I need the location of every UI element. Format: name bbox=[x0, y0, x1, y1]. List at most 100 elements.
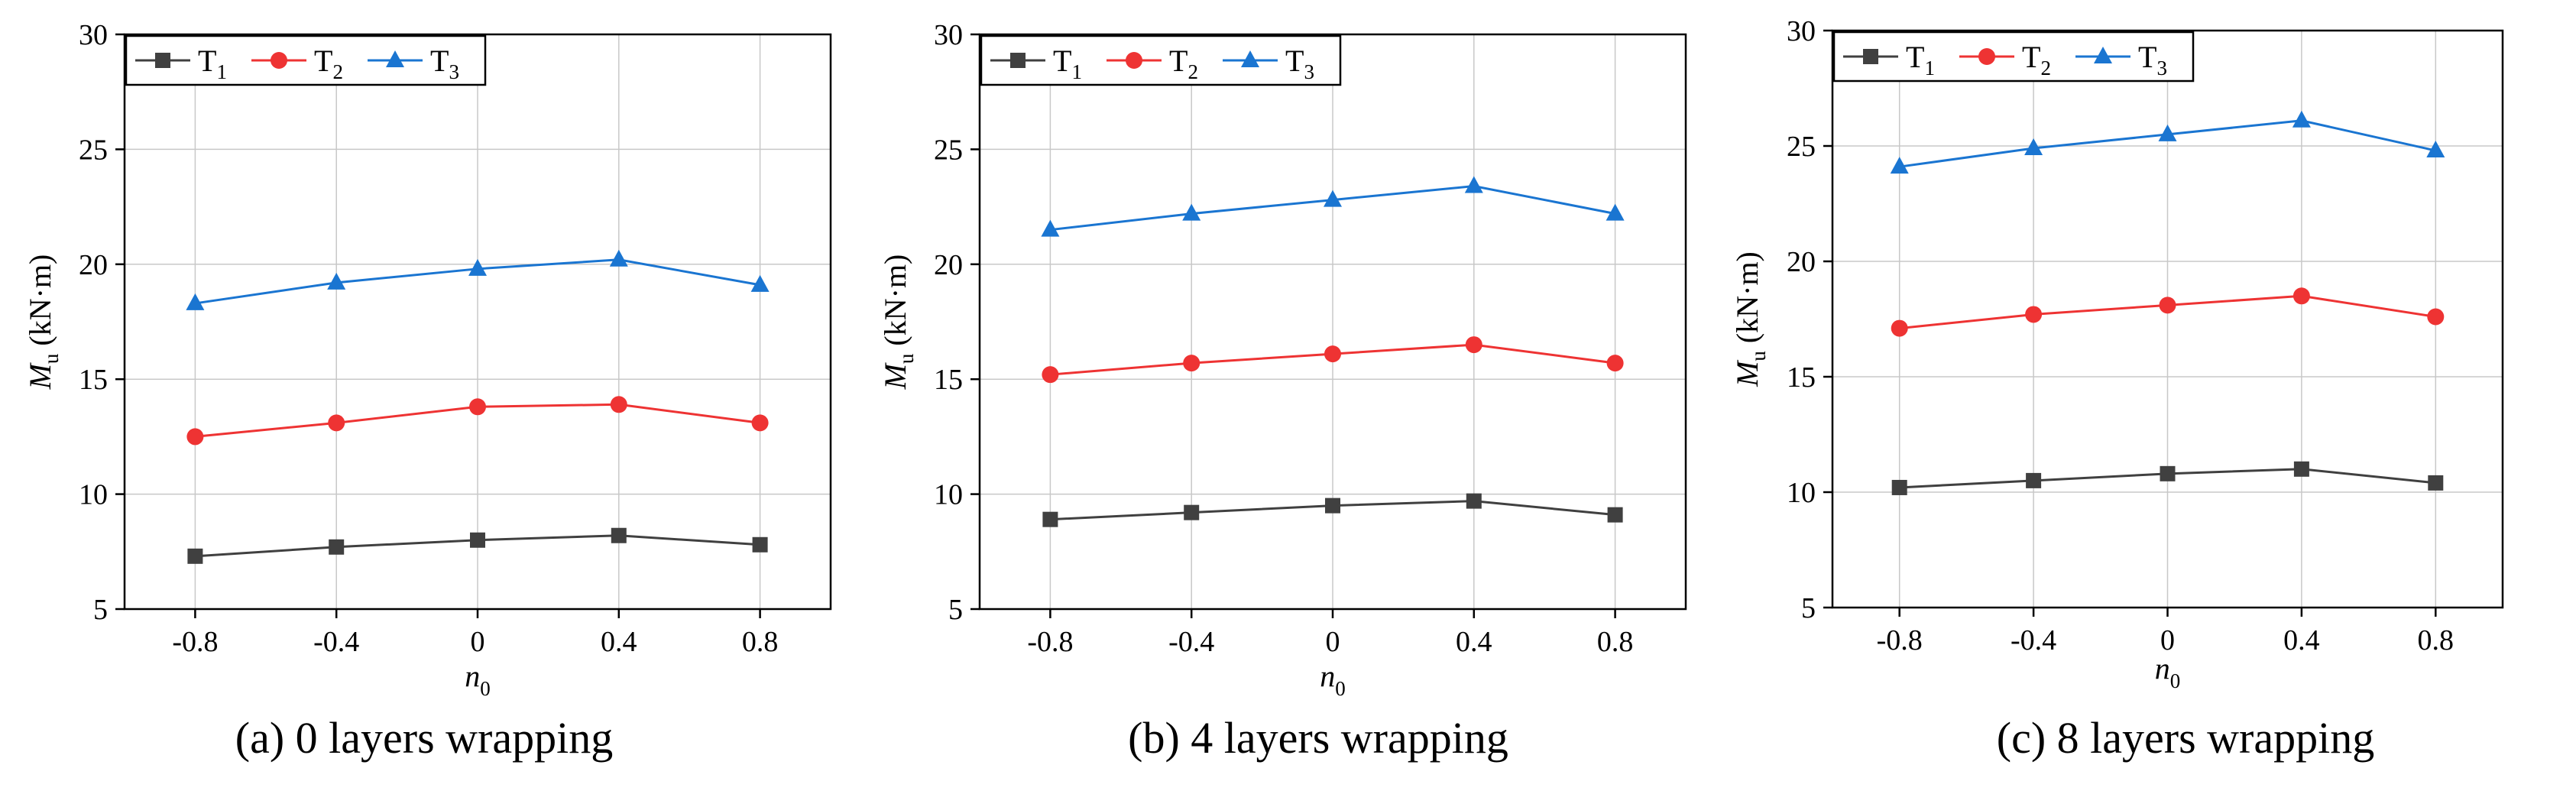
data-point-t3 bbox=[1464, 176, 1483, 193]
x-tick-label: 0.8 bbox=[2418, 624, 2454, 656]
data-point-t3 bbox=[609, 249, 628, 267]
data-point-t1 bbox=[2026, 472, 2042, 488]
x-tick-label: 0.8 bbox=[742, 626, 779, 658]
data-point-t3 bbox=[750, 274, 770, 292]
x-tick-label: 0.4 bbox=[601, 626, 637, 658]
data-point-t1 bbox=[2293, 461, 2309, 477]
data-point-t1 bbox=[329, 539, 345, 555]
data-point-t3 bbox=[2426, 141, 2445, 158]
x-tick-label: -0.8 bbox=[172, 626, 218, 658]
x-tick-label: -0.4 bbox=[2011, 624, 2056, 656]
legend-marker-t1 bbox=[1863, 49, 1878, 64]
y-tick-label: 30 bbox=[1787, 15, 1816, 47]
chart-panel-2: -0.8 -0.4 0 0.4 0.8 5 10 15 20 25 30 T1 T2 T3 n0 Mu (kN… bbox=[878, 19, 1687, 763]
x-tick-label: 0 bbox=[1326, 626, 1340, 658]
legend: T1 T2 T3 bbox=[125, 34, 487, 86]
data-point-t3 bbox=[1182, 203, 1201, 221]
chart-panel-1: -0.8 -0.4 0 0.4 0.8 5 10 15 20 25 30 T1 T2 T3 n0 Mu (kN… bbox=[23, 19, 832, 763]
data-point-t3 bbox=[468, 258, 487, 276]
y-tick-label: 20 bbox=[934, 249, 963, 281]
y-tick-label: 10 bbox=[79, 479, 108, 511]
data-point-t2 bbox=[1606, 355, 1624, 372]
data-point-t3 bbox=[327, 272, 346, 290]
data-point-t3 bbox=[186, 293, 205, 310]
data-point-t2 bbox=[2159, 297, 2176, 314]
legend-marker-t1 bbox=[155, 53, 170, 68]
y-tick-label: 5 bbox=[948, 594, 963, 626]
data-point-t2 bbox=[1891, 319, 1908, 337]
legend-label-t3: T3 bbox=[430, 44, 459, 83]
data-point-t3 bbox=[1324, 190, 1342, 207]
legend-marker-t2 bbox=[271, 52, 287, 69]
legend-label-t1: T1 bbox=[1053, 44, 1082, 83]
legend-label-t3: T3 bbox=[2138, 40, 2167, 79]
x-tick-label: 0 bbox=[471, 626, 485, 658]
legend-label-t1: T1 bbox=[198, 44, 227, 83]
data-point-t2 bbox=[610, 396, 627, 413]
data-point-t1 bbox=[752, 536, 768, 553]
y-tick-label: 10 bbox=[934, 479, 963, 511]
chart-caption: (b) 4 layers wrapping bbox=[1128, 713, 1508, 763]
y-tick-label: 15 bbox=[1787, 361, 1816, 394]
legend-label-t2: T2 bbox=[2022, 40, 2051, 79]
x-tick-label: 0.4 bbox=[2283, 624, 2320, 656]
chart-caption: (c) 8 layers wrapping bbox=[1997, 713, 2374, 763]
data-point-t1 bbox=[1325, 497, 1340, 514]
chart-panel-3: -0.8 -0.4 0 0.4 0.8 5 10 15 20 25 30 T1 T2 T3 n0 Mu (kN… bbox=[1730, 15, 2504, 763]
x-axis-label: n0 bbox=[465, 659, 491, 700]
y-tick-label: 20 bbox=[1787, 246, 1816, 278]
x-tick-label: -0.8 bbox=[1877, 624, 1923, 656]
y-tick-label: 5 bbox=[93, 594, 108, 626]
legend-marker-t3 bbox=[2094, 47, 2112, 63]
x-tick-label: 0.4 bbox=[1456, 626, 1492, 658]
data-point-t2 bbox=[1183, 355, 1201, 372]
data-point-t1 bbox=[2428, 475, 2444, 491]
y-tick-label: 5 bbox=[1801, 592, 1816, 624]
data-point-t1 bbox=[1607, 507, 1623, 523]
x-axis-label: n0 bbox=[1320, 659, 1346, 700]
legend-marker-t2 bbox=[1978, 48, 1995, 65]
data-point-t2 bbox=[2025, 306, 2043, 323]
data-point-t3 bbox=[2292, 110, 2311, 128]
y-tick-label: 25 bbox=[934, 134, 963, 166]
data-point-t3 bbox=[2024, 138, 2043, 156]
data-point-t2 bbox=[1324, 345, 1341, 363]
data-point-t2 bbox=[469, 398, 486, 416]
y-tick-label: 15 bbox=[934, 364, 963, 396]
data-point-t2 bbox=[1465, 336, 1482, 354]
y-tick-label: 10 bbox=[1787, 477, 1816, 509]
data-point-t1 bbox=[1891, 479, 1907, 495]
data-point-t3 bbox=[1606, 203, 1625, 221]
y-tick-label: 25 bbox=[1787, 131, 1816, 163]
data-point-t2 bbox=[751, 414, 769, 432]
y-tick-label: 15 bbox=[79, 364, 108, 396]
legend-marker-t1 bbox=[1010, 53, 1026, 68]
x-axis-label: n0 bbox=[2155, 651, 2181, 692]
chart-caption: (a) 0 layers wrapping bbox=[235, 713, 613, 763]
data-point-t1 bbox=[611, 527, 627, 543]
legend: T1 T2 T3 bbox=[980, 34, 1342, 86]
x-tick-label: 0 bbox=[2160, 624, 2175, 656]
y-tick-label: 30 bbox=[79, 19, 108, 51]
legend-label-t1: T1 bbox=[1906, 40, 1935, 79]
legend-marker-t3 bbox=[386, 50, 404, 67]
data-point-t2 bbox=[328, 414, 345, 432]
data-point-t1 bbox=[187, 548, 203, 564]
data-point-t1 bbox=[2160, 465, 2176, 481]
x-tick-label: 0.8 bbox=[1597, 626, 1634, 658]
y-axis-label: Mu (kN·m) bbox=[878, 254, 918, 391]
data-point-t3 bbox=[2158, 124, 2177, 141]
data-point-t3 bbox=[1041, 219, 1060, 237]
data-point-t3 bbox=[1890, 157, 1909, 174]
y-axis-label: Mu (kN·m) bbox=[1730, 251, 1770, 387]
legend-label-t2: T2 bbox=[1169, 44, 1198, 83]
y-axis-label: Mu (kN·m) bbox=[23, 254, 63, 391]
x-tick-label: -0.4 bbox=[313, 626, 359, 658]
data-point-t1 bbox=[1466, 493, 1482, 509]
legend-label-t2: T2 bbox=[314, 44, 343, 83]
legend-marker-t3 bbox=[1241, 50, 1259, 67]
legend-marker-t2 bbox=[1126, 52, 1142, 69]
y-tick-label: 25 bbox=[79, 134, 108, 166]
data-point-t2 bbox=[2427, 308, 2445, 326]
